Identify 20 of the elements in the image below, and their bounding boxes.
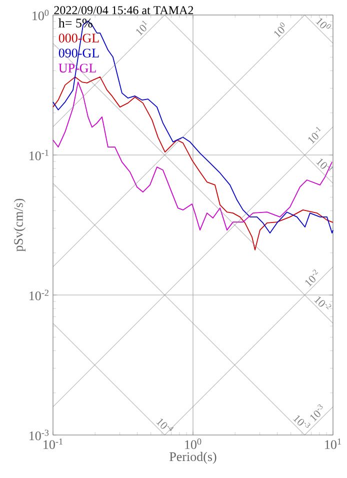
y-tick-label: 10$^{0}$: [32, 10, 49, 20]
annotation: 10$^{-2}$: [305, 270, 318, 287]
y-tick-label: 10$^{-3}$: [30, 430, 49, 440]
y-tick-label: 10$^{-1}$: [30, 150, 48, 160]
x-tick-label: 10$^{1}$: [325, 438, 341, 450]
x-tick-label: 10$^{0}$: [185, 438, 202, 450]
annotation: 10$^{1}$: [136, 20, 148, 36]
y-tick-label: 10$^{-2}$: [30, 290, 48, 300]
annotation: 10$^{-1}$: [316, 158, 334, 172]
annotation: 10$^{0}$: [316, 18, 331, 29]
x-tick-label: 10$^{-1}$: [44, 438, 62, 450]
annotation: 10$^{-1}$: [308, 126, 322, 144]
chart-title: 2022/09/04 15:46 at TAMA2: [54, 6, 194, 14]
annotation: 10$^{-2}$: [314, 296, 332, 310]
annotation: 10$^{-4}$: [156, 418, 174, 432]
annotation: 10$^{0}$: [274, 22, 285, 38]
annotation: 10$^{-3}$: [293, 415, 310, 428]
y-axis-title: pSv(cm/s): [14, 198, 26, 252]
annotation: 10$^{-3}$: [310, 404, 323, 422]
x-axis-title: Period(s): [170, 452, 216, 464]
